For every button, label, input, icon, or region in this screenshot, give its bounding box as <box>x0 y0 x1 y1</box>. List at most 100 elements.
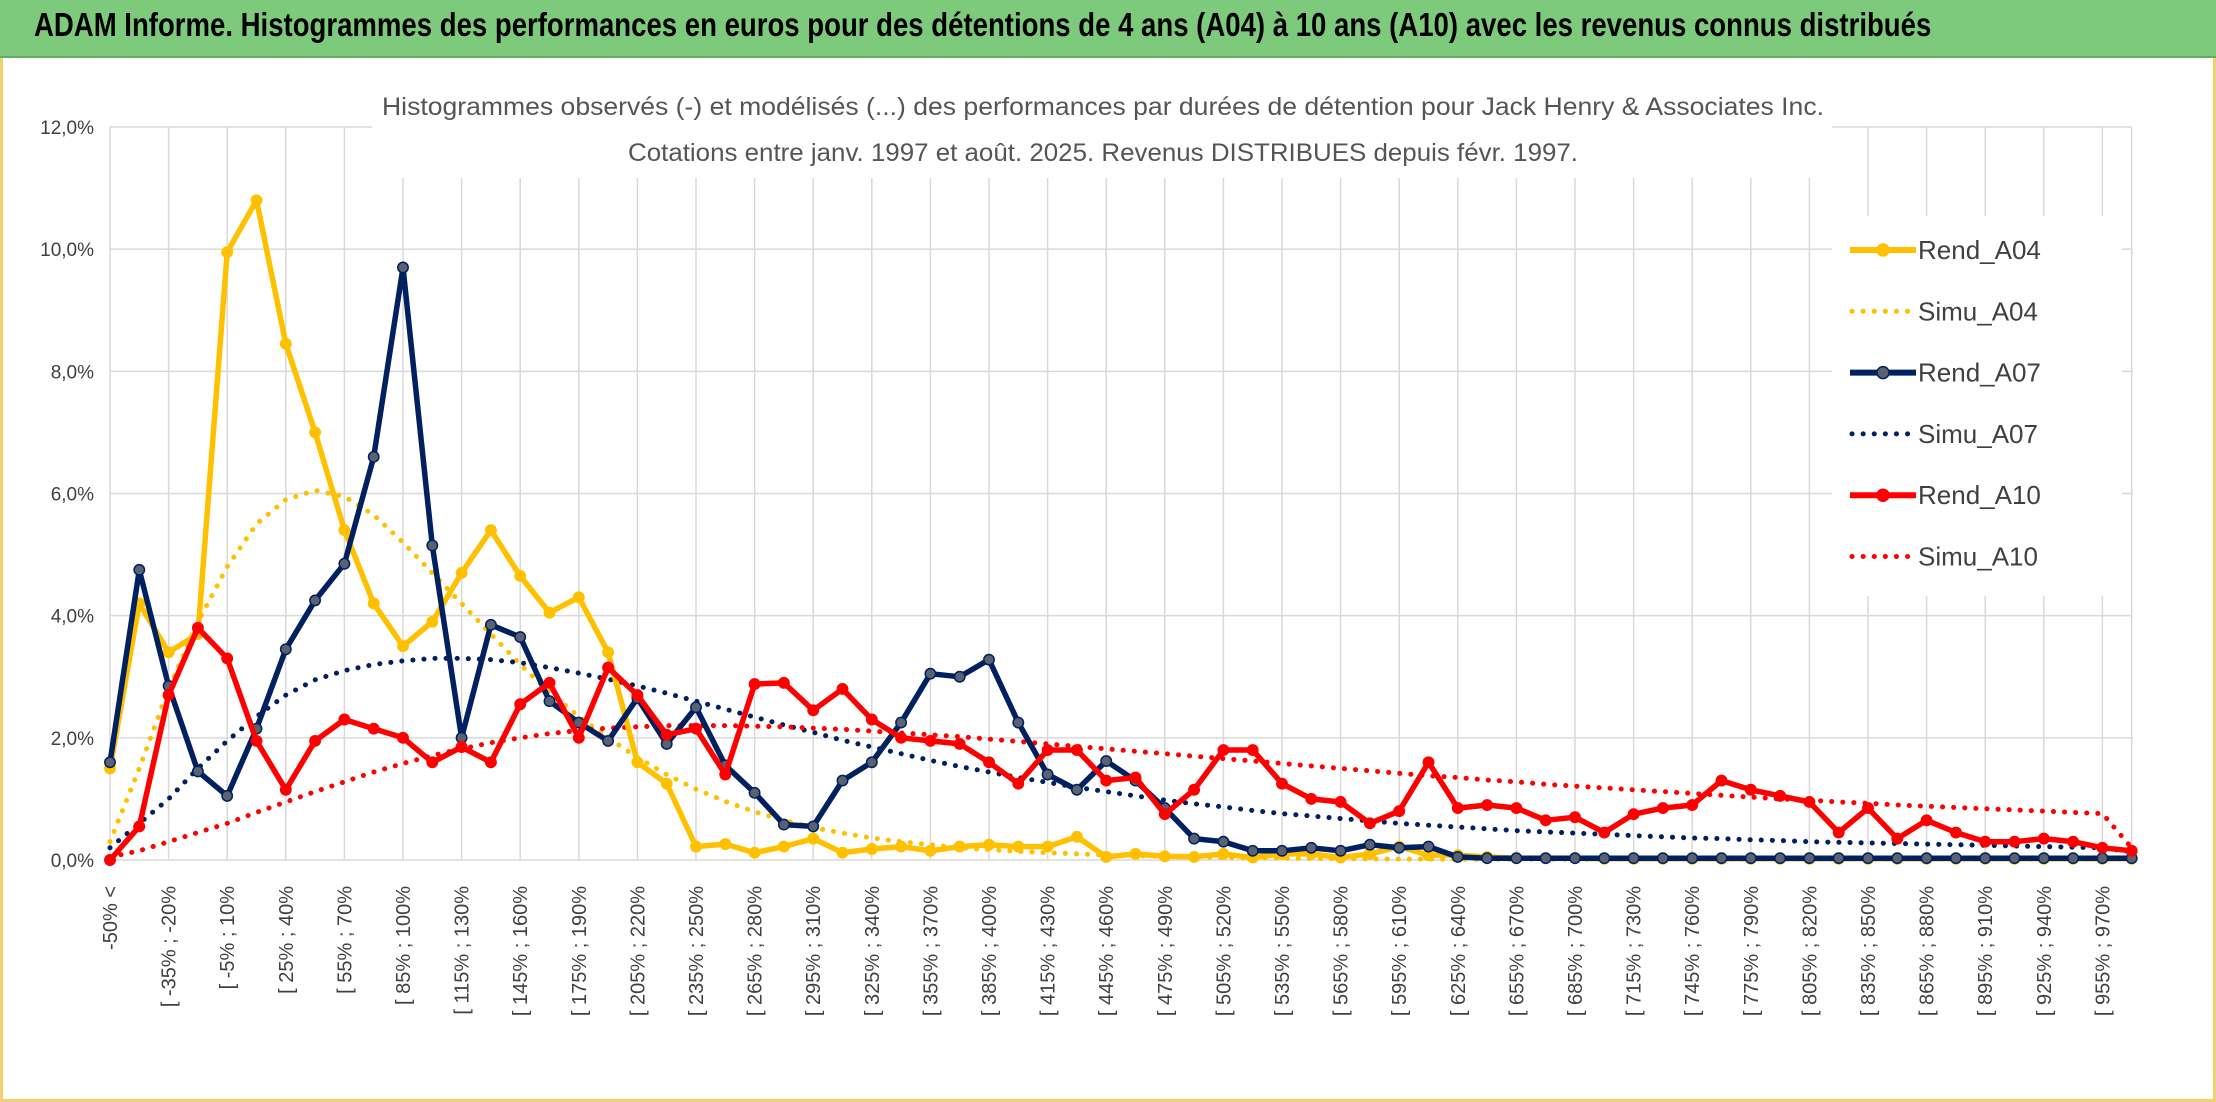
legend-entry-Rend_A10: Rend_A10 <box>1850 480 2041 510</box>
data-point <box>631 689 644 702</box>
legend: Rend_A04 Simu_A04 Rend_A07 Simu_A07 Rend_A10… <box>1832 216 2122 596</box>
legend-marker <box>1876 243 1890 257</box>
x-tick-label: [ 625% ; 640% <box>1448 886 1470 1016</box>
x-tick-label: [ 955% ; 970% <box>2092 886 2114 1016</box>
data-point <box>397 640 409 653</box>
data-point <box>1422 756 1435 769</box>
data-point <box>279 783 292 796</box>
data-point <box>1627 852 1640 865</box>
data-point <box>895 716 908 729</box>
data-point <box>1862 802 1874 815</box>
data-point <box>484 618 497 631</box>
data-point <box>690 840 702 853</box>
data-point <box>953 670 966 683</box>
data-point <box>309 426 322 439</box>
data-point <box>1276 844 1288 857</box>
data-point <box>309 594 322 607</box>
data-point <box>865 756 878 769</box>
legend-label: Rend_A10 <box>1918 480 2041 510</box>
data-point <box>104 756 116 769</box>
x-tick-label: [ 655% ; 670% <box>1506 886 1528 1016</box>
data-point <box>895 731 908 744</box>
data-point <box>1979 835 1992 848</box>
x-tick-label: [ -35% ; -20% <box>159 886 181 1007</box>
data-point <box>1949 852 1962 865</box>
data-point <box>1481 852 1494 865</box>
data-point <box>1569 811 1581 824</box>
x-tick-label: [ 925% ; 940% <box>2034 886 2056 1016</box>
y-tick-label: 6,0% <box>51 485 94 506</box>
data-point <box>279 337 292 350</box>
data-point <box>748 786 761 799</box>
data-point <box>221 652 234 665</box>
data-point <box>1539 852 1552 865</box>
series-line <box>107 487 2135 862</box>
data-point <box>836 683 849 695</box>
data-point <box>895 840 908 853</box>
y-tick-label: 10,0% <box>40 240 94 261</box>
data-point <box>1100 774 1113 787</box>
data-point <box>133 820 146 833</box>
data-point <box>777 840 790 853</box>
data-point <box>367 597 380 610</box>
data-point <box>777 676 790 689</box>
data-point <box>924 667 937 680</box>
data-point <box>602 734 615 747</box>
series-line <box>107 197 2132 862</box>
legend-marker <box>1876 488 1890 502</box>
x-tick-label: [ 775% ; 790% <box>1741 886 1763 1016</box>
data-point <box>514 631 527 643</box>
data-point <box>660 728 673 741</box>
data-point <box>2067 835 2080 848</box>
data-point <box>1363 817 1376 830</box>
legend-entry-Rend_A04: Rend_A04 <box>1850 235 2041 265</box>
data-point <box>1100 755 1113 767</box>
y-tick-label: 8,0% <box>51 362 94 383</box>
data-point <box>1041 840 1054 853</box>
data-point <box>2125 844 2138 857</box>
data-point <box>1276 777 1288 790</box>
data-point <box>162 646 175 659</box>
data-point <box>221 789 234 802</box>
data-point <box>1920 814 1933 827</box>
x-tick-label: [ 385% ; 400% <box>979 886 1001 1016</box>
data-point <box>367 450 380 463</box>
data-point <box>1188 850 1201 863</box>
data-point <box>455 741 468 753</box>
report-banner: ADAM Informe. Histogrammes des performan… <box>0 0 2216 58</box>
report-title: ADAM Informe. Histogrammes des performan… <box>34 6 1932 43</box>
data-point <box>1012 777 1025 790</box>
x-tick-label: [ 595% ; 610% <box>1389 886 1411 1016</box>
x-tick-label: [ 235% ; 250% <box>686 886 708 1016</box>
x-tick-label: [ 745% ; 760% <box>1682 886 1704 1016</box>
data-point <box>1832 852 1845 865</box>
data-point <box>1891 852 1904 865</box>
data-point <box>1774 852 1787 865</box>
x-tick-label: [ 565% ; 580% <box>1331 886 1353 1016</box>
data-point <box>1217 744 1230 756</box>
data-point <box>924 844 937 857</box>
legend-entry-Rend_A07: Rend_A07 <box>1850 358 2041 388</box>
data-point <box>1627 808 1640 821</box>
data-point <box>660 777 673 790</box>
data-point <box>2037 852 2050 865</box>
data-point <box>2008 852 2021 865</box>
legend-background <box>1832 216 2122 596</box>
series-line <box>107 264 2132 861</box>
data-point <box>1070 744 1083 756</box>
y-tick-label: 12,0% <box>40 118 94 139</box>
data-point <box>1510 852 1523 865</box>
data-point <box>191 765 204 778</box>
data-point <box>162 689 175 702</box>
x-tick-label: [ 175% ; 190% <box>569 886 591 1016</box>
data-point <box>2096 852 2109 865</box>
data-point <box>484 756 497 769</box>
data-point <box>807 704 820 717</box>
data-point <box>1862 852 1874 865</box>
legend-entry-Simu_A10: Simu_A10 <box>1849 542 2038 572</box>
data-point <box>953 737 966 750</box>
data-point <box>572 731 585 744</box>
chart-title: Histogrammes observés (-) et modélisés (… <box>382 93 1824 121</box>
data-point <box>807 832 820 845</box>
